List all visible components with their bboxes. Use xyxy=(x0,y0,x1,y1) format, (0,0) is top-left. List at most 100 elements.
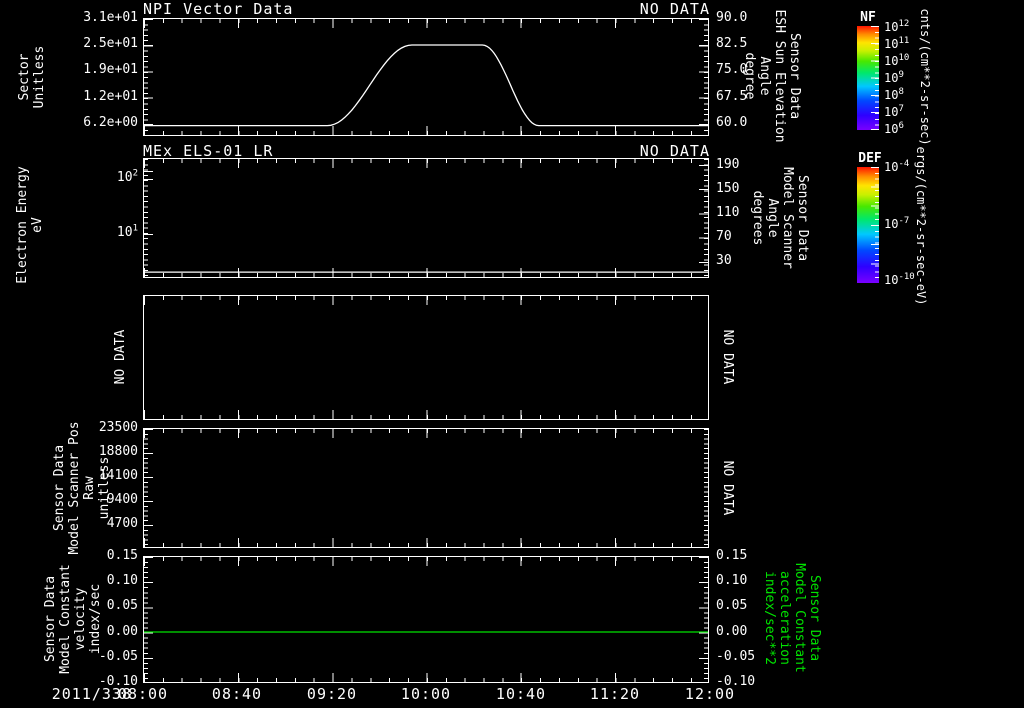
def-colorbar xyxy=(856,166,880,284)
panel1-xticks-major-top xyxy=(144,19,708,28)
axis-label-line: Model Constant xyxy=(792,563,807,673)
tick-base: 10 xyxy=(884,88,899,102)
axis-label-line: Raw xyxy=(82,476,97,500)
panel2-ytick-label: 102 xyxy=(58,168,138,186)
panel5-ytick-label: 0.05 xyxy=(106,598,138,613)
nf-colorbar xyxy=(856,25,880,131)
panel4-no-data-right: NO DATA xyxy=(720,460,736,516)
def-colorbar-tick: 10-4 xyxy=(884,159,910,175)
panel2-ytick-label-right: 190 xyxy=(716,157,740,172)
xaxis-tick-label: 09:20 xyxy=(306,685,358,703)
tick-base: 10 xyxy=(884,160,899,174)
tick-exp: 11 xyxy=(898,36,910,46)
def-colorbar-title: DEF xyxy=(858,151,882,166)
panel2-left-axis-label: Electron Energy eV xyxy=(15,140,45,310)
panel4-yticks-major-left xyxy=(144,429,153,547)
def-colorbar-major-ticks xyxy=(871,167,879,283)
axis-label-line: ESH Sun Elevation xyxy=(772,9,787,143)
tick-exp: 10 xyxy=(898,53,910,63)
xaxis-tick-label: 08:40 xyxy=(211,685,263,703)
axis-label-line: Angle xyxy=(765,198,780,238)
panel5-xticks-major-bottom xyxy=(144,673,708,682)
tick-base: 10 xyxy=(884,105,899,119)
panel4-ytick-label: 4700 xyxy=(106,516,138,531)
def-colorbar-tick: 10-10 xyxy=(884,272,915,288)
panel1-yticks-major-right xyxy=(699,19,708,135)
axis-label-line: degree xyxy=(742,52,757,100)
tick-exp: -10 xyxy=(898,272,915,282)
panel1-ytick-label-right: 90.0 xyxy=(716,10,748,25)
axis-label-line: index/sec**2 xyxy=(762,571,777,665)
tick-exp: 9 xyxy=(898,70,904,80)
tick-exp: -7 xyxy=(898,216,910,226)
xaxis-date-label: 2011/338 xyxy=(51,685,132,703)
panel4-ytick-label: 23500 xyxy=(98,420,138,435)
panel1-no-data-label: NO DATA xyxy=(639,0,710,18)
nf-colorbar-tick: 107 xyxy=(884,105,904,120)
panel1-ytick-label: 3.1e+01 xyxy=(83,10,138,25)
axis-label-line: Model Scanner xyxy=(780,167,795,269)
panel2-right-axis-label: Sensor Data Model Scanner Angle degrees xyxy=(750,133,810,303)
axis-label-line: degrees xyxy=(750,190,765,246)
tick-exp: 12 xyxy=(898,19,910,29)
panel2-no-data-label: NO DATA xyxy=(639,142,710,160)
panel3-xticks-major-top xyxy=(144,296,708,305)
nf-colorbar-major-ticks xyxy=(871,26,879,130)
axis-label-line: Sensor Data xyxy=(807,574,822,662)
panel4-ytick-label: 14100 xyxy=(98,468,138,483)
tick-base: 10 xyxy=(884,273,899,287)
axis-label-line: eV xyxy=(30,217,45,233)
panel2-ytick-label-right: 70 xyxy=(716,229,732,244)
axis-label-line: Unitless xyxy=(32,45,47,109)
panel2-ytick-label-right: 150 xyxy=(716,181,740,196)
axis-label-line: Sensor Data xyxy=(795,174,810,262)
panel5-ytick-label-right: 0.00 xyxy=(716,624,748,639)
tick-base: 10 xyxy=(884,71,899,85)
panel5-ytick-label: -0.05 xyxy=(98,649,138,664)
panel2-curve xyxy=(144,271,708,273)
tick-base: 10 xyxy=(884,37,899,51)
xaxis-tick-label: 12:00 xyxy=(684,685,736,703)
tick-exp: -4 xyxy=(898,159,910,169)
panel4-xticks-major-bottom xyxy=(144,538,708,547)
axis-label-line: velocity xyxy=(73,587,88,651)
panel5-ytick-label-right: 0.05 xyxy=(716,598,748,613)
axis-label-line: Sensor Data xyxy=(52,444,67,532)
nf-colorbar-tick: 1012 xyxy=(884,19,910,35)
panel5-model-constant xyxy=(143,556,709,683)
panel1-left-axis-label: Sector Unitless xyxy=(17,12,47,142)
panel1-yticks-major-left xyxy=(144,19,153,135)
xaxis-tick-label: 10:00 xyxy=(400,685,452,703)
xaxis-tick-label: 11:20 xyxy=(589,685,641,703)
panel4-ytick-label: 18800 xyxy=(98,444,138,459)
nf-colorbar-tick: 106 xyxy=(884,122,904,137)
panel5-yticks-major-right xyxy=(699,557,708,682)
tick-exp: 2 xyxy=(132,168,138,179)
panel2-ytick-label-right: 30 xyxy=(716,253,732,268)
tick-base: 10 xyxy=(884,20,899,34)
panel5-ytick-label: 0.10 xyxy=(106,573,138,588)
panel4-scanner-pos xyxy=(143,428,709,548)
panel4-yticks-minor-right xyxy=(704,429,708,547)
panel1-ytick-label: 2.5e+01 xyxy=(83,36,138,51)
panel2-xticks-major-top xyxy=(144,159,708,168)
tick-base: 10 xyxy=(884,54,899,68)
panel5-xticks-major-top xyxy=(144,557,708,566)
def-colorbar-units-label: ergs/(cm**2-sr-sec-eV) xyxy=(914,146,929,306)
panel1-title: NPI Vector Data xyxy=(143,0,294,18)
panel5-ytick-label: -0.10 xyxy=(98,674,138,689)
tick-base: 10 xyxy=(884,122,899,136)
axis-label-line: Model Scanner Pos xyxy=(67,421,82,555)
panel4-xticks-major-top xyxy=(144,429,708,438)
panel2-yticks-major-left xyxy=(144,159,153,277)
panel1-ytick-label: 1.9e+01 xyxy=(83,62,138,77)
tick-base: 10 xyxy=(884,217,899,231)
axis-label-line: Angle xyxy=(757,56,772,96)
nf-colorbar-tick: 1010 xyxy=(884,53,910,69)
axis-label-line: Electron Energy xyxy=(15,166,30,284)
nf-colorbar-tick: 109 xyxy=(884,70,904,86)
axis-label-line: index/sec xyxy=(88,583,103,655)
axis-label-line: Sensor Data xyxy=(43,575,58,663)
axis-label-line: Model Constant xyxy=(58,564,73,674)
